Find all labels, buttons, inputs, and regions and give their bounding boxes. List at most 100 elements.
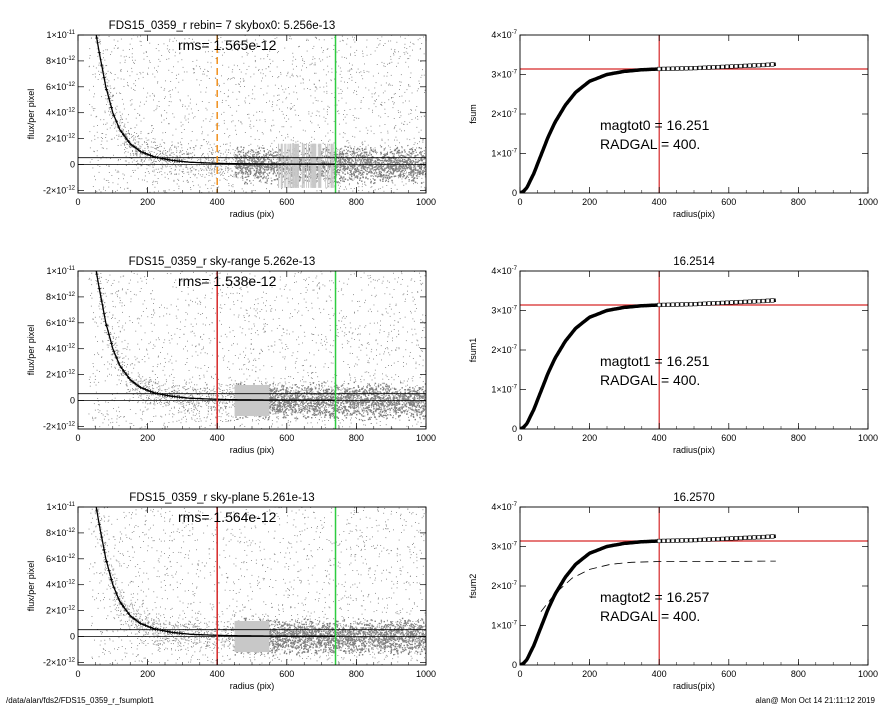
scatter-point [103, 68, 104, 70]
noise-point [377, 162, 379, 164]
scatter-point [134, 150, 136, 152]
scatter-point [103, 57, 104, 59]
scatter-point [255, 155, 257, 157]
scatter-point [115, 107, 116, 109]
scatter-point [302, 65, 303, 67]
scatter-point [94, 93, 95, 95]
scatter-point [201, 126, 203, 128]
noise-point [363, 154, 365, 156]
scatter-point [423, 53, 425, 55]
scatter-point [127, 84, 128, 86]
scatter-point [306, 38, 308, 40]
noise-point [235, 156, 237, 158]
noise-point [322, 166, 324, 168]
scatter-point [179, 151, 181, 153]
scatter-point [383, 62, 385, 64]
noise-point [385, 160, 388, 162]
scatter-point [408, 66, 409, 68]
noise-point [389, 160, 391, 162]
scatter-point [385, 172, 387, 174]
scatter-point [412, 180, 414, 182]
scatter-point [308, 160, 310, 162]
noise-point [260, 162, 262, 164]
noise-point [391, 165, 393, 167]
scatter-point [260, 181, 262, 183]
scatter-point [424, 186, 426, 188]
scatter-point [226, 128, 228, 130]
scatter-point [148, 139, 150, 141]
scatter-point [218, 172, 220, 174]
noise-point [323, 161, 325, 164]
scatter-point [178, 43, 180, 45]
scatter-point [176, 74, 177, 76]
noise-point [277, 151, 279, 154]
scatter-point [109, 127, 111, 129]
scatter-point [128, 144, 130, 146]
scatter-point [323, 172, 325, 173]
noise-point [270, 150, 272, 153]
scatter-point [175, 165, 177, 167]
scatter-point [199, 66, 201, 68]
noise-point [393, 170, 396, 172]
scatter-point [161, 55, 163, 56]
noise-point [325, 156, 328, 158]
scatter-point [151, 130, 153, 132]
scatter-point [372, 175, 374, 177]
scatter-point [353, 92, 355, 94]
scatter-point [112, 100, 114, 101]
scatter-point [292, 143, 294, 144]
scatter-point [138, 178, 139, 180]
noise-point [392, 157, 395, 160]
scatter-point [405, 51, 407, 53]
noise-point [276, 165, 278, 167]
scatter-point [128, 130, 129, 131]
scatter-point [153, 141, 155, 143]
scatter-point [149, 95, 151, 97]
scatter-point [108, 186, 110, 188]
scatter-point [319, 127, 320, 128]
noise-point [343, 159, 345, 161]
noise-point [386, 176, 388, 178]
scatter-point [365, 147, 367, 149]
scatter-point [330, 130, 331, 132]
scatter-point [289, 38, 291, 39]
noise-point [410, 163, 413, 165]
noise-point [411, 162, 413, 164]
scatter-point [398, 112, 400, 113]
scatter-point [353, 178, 355, 180]
scatter-point [147, 72, 148, 74]
scatter-point [276, 37, 278, 39]
noise-point [399, 152, 401, 154]
scatter-point [238, 41, 239, 43]
scatter-point [241, 150, 242, 152]
scatter-point [338, 50, 340, 51]
noise-point [407, 159, 409, 161]
scatter-point [182, 180, 184, 182]
scatter-point [331, 93, 333, 94]
scatter-point [286, 155, 288, 157]
scatter-point [336, 161, 338, 163]
scatter-point [125, 141, 127, 143]
noise-point [359, 165, 361, 167]
noise-point [368, 171, 370, 174]
scatter-point [202, 131, 203, 133]
noise-point [280, 159, 282, 162]
scatter-point [383, 162, 385, 164]
noise-point [243, 159, 246, 161]
scatter-point [344, 81, 345, 83]
noise-point [263, 165, 265, 168]
scatter-point [217, 83, 219, 85]
scatter-point [282, 139, 284, 141]
noise-point [336, 153, 338, 156]
scatter-point [135, 150, 137, 152]
noise-point [247, 150, 250, 152]
scatter-point [182, 171, 183, 173]
scatter-point [134, 108, 136, 110]
scatter-point [123, 103, 124, 105]
scatter-point [148, 172, 150, 174]
scatter-point [422, 69, 423, 71]
scatter-point [356, 162, 358, 163]
scatter-point [209, 120, 211, 122]
noise-point [321, 151, 323, 153]
noise-point [306, 180, 308, 182]
